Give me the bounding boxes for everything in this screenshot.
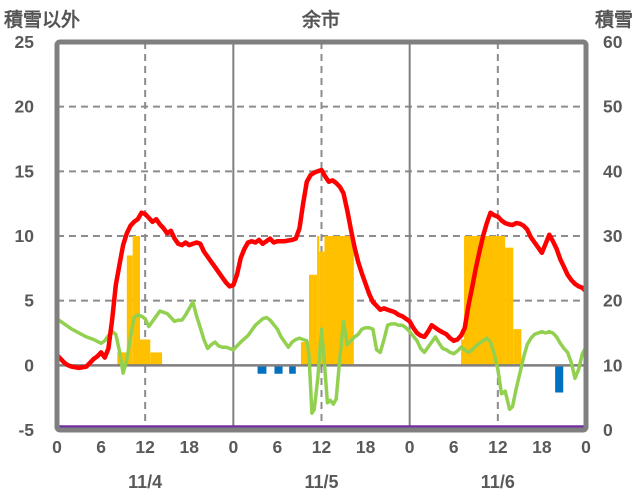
right-axis-tick-label: 0 (603, 420, 613, 440)
left-axis-tick-label: 0 (24, 355, 34, 375)
orange-bar (461, 339, 465, 366)
blue-bars (257, 365, 564, 393)
blue-bar (289, 365, 296, 374)
orange-bar (300, 342, 310, 366)
x-axis-tick-label: 0 (52, 437, 62, 457)
left-axis-tick-label: -5 (18, 420, 34, 440)
blue-bar (274, 365, 283, 374)
x-axis-tick-label: 0 (581, 437, 591, 457)
orange-bar (140, 339, 151, 366)
right-axis-tick-label: 40 (603, 161, 623, 181)
left-axis-tick-label: 10 (15, 226, 35, 246)
left-axis-title: 積雪以外 (4, 10, 81, 31)
right-axis-tick-label: 10 (603, 355, 623, 375)
orange-bar (126, 255, 133, 366)
orange-bar (132, 236, 141, 366)
x-axis-tick-label: 18 (532, 437, 552, 457)
orange-bar (513, 329, 522, 366)
left-axis-tick-label: 25 (15, 32, 35, 52)
date-label: 11/5 (304, 472, 338, 492)
chart-title: 余市 (301, 10, 341, 31)
x-axis-tick-label: 18 (356, 437, 376, 457)
x-axis-tick-label: 0 (405, 437, 415, 457)
orange-bar (309, 274, 318, 366)
left-axis-tick-label: 15 (15, 161, 35, 181)
orange-bar (324, 236, 354, 366)
right-axis-title: 積雪 (594, 10, 633, 31)
plot-frame (54, 39, 589, 433)
orange-bar (317, 236, 320, 366)
orange-bar (319, 251, 325, 366)
right-axis-tick-label: 30 (603, 226, 623, 246)
left-axis-tick-label: 5 (24, 291, 34, 311)
right-axis-tick-label: 20 (603, 291, 623, 311)
red-data-line (54, 167, 589, 371)
right-axis-tick-label: 50 (603, 97, 623, 117)
date-label: 11/4 (128, 472, 162, 492)
blue-bar (555, 365, 564, 393)
orange-bar (150, 352, 163, 366)
orange-bar (505, 247, 514, 366)
date-label: 11/6 (481, 472, 515, 492)
blue-bar (257, 365, 267, 374)
green-data-line (55, 300, 588, 415)
x-axis-tick-label: 0 (228, 437, 238, 457)
x-axis-tick-label: 6 (273, 437, 283, 457)
left-axis-tick-label: 20 (15, 97, 35, 117)
x-axis-tick-label: 12 (488, 437, 508, 457)
x-axis-tick-label: 6 (449, 437, 459, 457)
x-axis-tick-label: 12 (312, 437, 332, 457)
x-axis-tick-label: 6 (96, 437, 106, 457)
x-axis-tick-label: 12 (135, 437, 155, 457)
right-axis-tick-label: 60 (603, 32, 623, 52)
x-axis-tick-label: 18 (180, 437, 200, 457)
